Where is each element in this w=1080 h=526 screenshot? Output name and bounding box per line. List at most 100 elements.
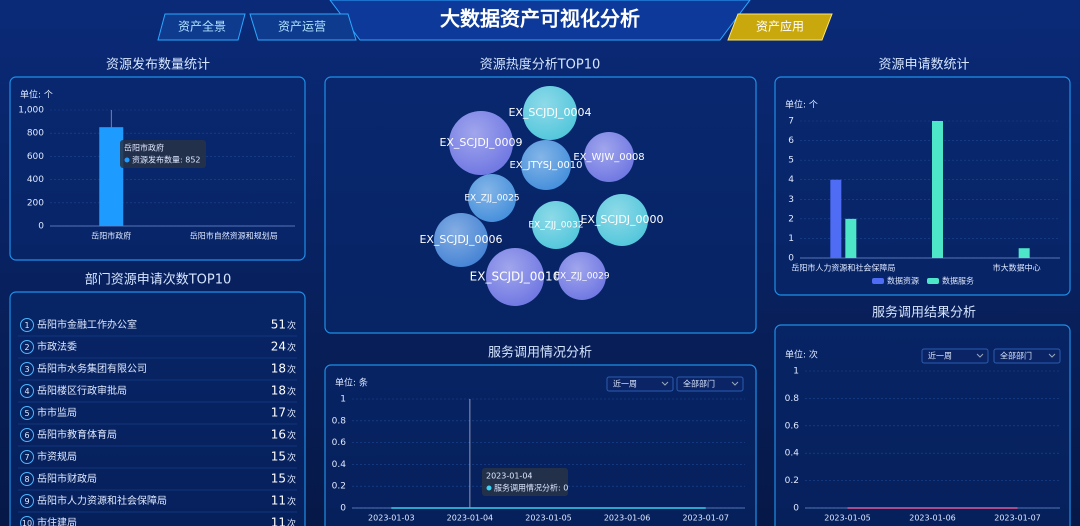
rank-number: 6 [24,431,29,440]
bar [99,127,124,226]
x-tick-label: 2023-01-04 [447,514,494,523]
bubble-label: EX_JTYSJ_0010 [509,160,582,171]
filter-text[interactable]: 全部部门 [683,379,715,389]
x-tick-label: 岳阳市自然资源和规划局 [190,231,278,241]
request-count: 18 [271,362,286,376]
y-tick-label: 7 [788,117,794,127]
panel [324,76,757,334]
rank-badge [20,340,34,354]
count-unit: 次 [287,342,296,354]
y-tick-label: 6 [788,136,794,146]
count-unit: 次 [287,452,296,464]
bubble-shine [434,213,488,267]
bubble-label: EX_SCJDJ_0009 [439,136,522,149]
rank-badge [20,406,34,420]
x-tick-label: 2023-01-07 [994,514,1041,523]
y-tick-label: 400 [27,175,44,185]
department-name: 市资规局 [37,450,77,463]
panel-title: 部门资源申请次数TOP10 [85,272,232,288]
y-tick-label: 0.4 [785,449,800,459]
x-tick-label: 岳阳市人力资源和社会保障局 [791,263,895,273]
bubble-shine [532,201,580,249]
tab-shape [727,13,833,41]
panel-title: 资源热度分析TOP10 [480,57,601,73]
filter-dropdown[interactable] [676,376,744,392]
y-tick-label: 0.6 [785,421,800,431]
bar [845,218,857,258]
department-name: 岳阳市财政局 [37,472,97,485]
nav-tab[interactable]: 资产应用 [756,19,804,34]
legend-swatch [927,278,939,284]
tooltip-title: 岳阳市政府 [124,143,164,153]
y-tick-label: 0.8 [332,416,347,426]
y-tick-label: 0 [793,504,799,514]
y-tick-label: 600 [27,152,44,162]
y-tick-label: 800 [27,129,44,139]
tab-shape [249,13,357,41]
nav-tab[interactable]: 资产全景 [178,19,226,34]
page-title: 大数据资产可视化分析 [440,7,640,31]
bubble-shine [523,86,577,140]
count-unit: 次 [287,496,296,508]
legend-label: 数据服务 [942,276,974,286]
request-count: 18 [271,384,286,398]
x-tick-label: 2023-01-05 [525,514,572,523]
filter-dropdown[interactable] [921,348,989,364]
panel [774,76,1071,296]
filter-text[interactable]: 近一周 [613,379,637,389]
rank-number: 10 [22,519,32,526]
filter-text[interactable]: 全部部门 [1000,351,1032,361]
bubble-label: EX_SCJDJ_0000 [580,213,663,226]
bar [830,179,842,258]
department-name: 岳阳市人力资源和社会保障局 [37,494,167,507]
request-count: 24 [271,340,286,354]
y-tick-label: 2 [788,214,794,224]
filter-text[interactable]: 近一周 [928,351,952,361]
y-tick-label: 1,000 [18,106,44,116]
y-tick-label: 0 [38,222,44,232]
filter-dropdown[interactable] [606,376,674,392]
y-tick-label: 3 [788,195,794,205]
y-tick-label: 200 [27,198,44,208]
bubble-label: EX_WJW_0008 [573,152,644,163]
tab-shape [157,13,246,41]
count-unit: 次 [287,474,296,486]
count-unit: 次 [287,386,296,398]
bubble-label: EX_SCJDJ_0004 [508,106,591,119]
bubble-shine [449,111,513,175]
department-name: 市市监局 [37,406,77,419]
bubble-shine [468,174,516,222]
panel-title: 服务调用情况分析 [488,345,592,361]
legend-swatch [872,278,884,284]
rank-number: 8 [24,475,29,484]
rank-badge [20,362,34,376]
y-tick-label: 0.4 [332,460,347,470]
unit-label: 单位: 次 [785,349,818,361]
bubble-shine [596,194,648,246]
panel [324,364,757,526]
rank-number: 7 [24,453,29,462]
y-tick-label: 4 [788,175,794,185]
dropdown-chevron [1048,353,1056,358]
tooltip [120,140,206,168]
filter-dropdown[interactable] [993,348,1061,364]
tooltip-text: 资源发布数量: 852 [132,155,201,165]
nav-tab[interactable]: 资产运营 [278,20,326,34]
bubble-label: EX_SCJDJ_0006 [419,233,502,246]
tooltip-dot [486,485,492,491]
x-tick-label: 岳阳市政府 [91,231,131,241]
department-name: 岳阳市金融工作办公室 [37,318,137,331]
unit-label: 单位: 条 [335,377,368,389]
rank-number: 4 [24,387,29,396]
y-tick-label: 1 [793,367,799,377]
panel [9,291,306,526]
tooltip-dot [124,157,130,163]
panel-title: 服务调用结果分析 [872,305,976,321]
rank-number: 3 [24,365,29,374]
bubble-shine [486,248,544,306]
rank-badge [20,450,34,464]
count-unit: 次 [287,430,296,442]
y-tick-label: 0 [340,504,346,514]
bubble-label: EX_ZJJ_0032 [528,221,583,231]
